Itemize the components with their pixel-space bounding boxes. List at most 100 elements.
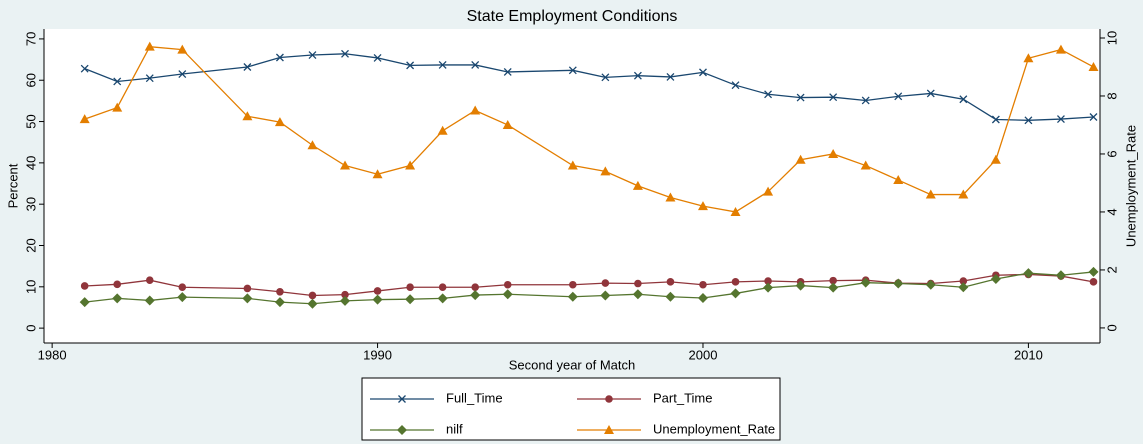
marker [990,154,1001,164]
marker [243,63,252,71]
x-tick-label: 1990 [363,347,392,362]
marker [79,114,90,124]
marker [1055,270,1066,281]
marker [568,66,577,75]
marker [697,201,708,211]
marker [372,294,383,305]
marker [405,160,416,170]
marker [177,292,188,303]
marker [275,53,284,62]
marker [665,192,676,202]
marker [861,96,870,105]
marker [341,290,349,299]
y2-tick-label: 10 [1104,31,1119,45]
marker [307,140,318,150]
marker [274,297,285,308]
marker [79,297,90,308]
marker [406,61,415,70]
y-tick-label: 50 [23,114,38,128]
y-tick-label: 70 [23,32,38,46]
marker [406,283,414,292]
y2-tick-label: 0 [1104,324,1119,331]
marker [860,277,871,288]
marker [340,160,351,170]
marker [763,186,774,196]
marker [276,287,284,296]
marker [731,81,740,90]
x-axis-label: Second year of Match [509,357,635,372]
legend-marker [398,395,406,403]
legend-label: nilf [446,421,463,436]
marker [145,74,154,83]
series-line [84,46,1094,213]
marker [242,293,253,304]
marker [959,277,968,285]
marker [829,276,837,285]
legend-label: Full_Time [446,390,503,405]
marker [633,71,642,80]
marker [405,294,416,305]
marker [601,279,610,287]
marker [958,282,969,293]
marker [567,160,578,170]
marker [699,68,707,77]
marker [274,117,285,127]
marker [340,295,351,306]
marker [730,206,741,216]
marker [925,279,936,290]
marker [1055,44,1066,54]
marker [178,70,187,78]
y2-tick-label: 4 [1104,208,1119,215]
marker [471,60,480,69]
y2-tick-label: 2 [1104,266,1119,273]
marker [503,68,512,76]
marker [828,148,839,158]
marker [145,276,154,285]
marker [600,290,611,301]
y2-axis-label: Unemployment_Rate [1123,125,1138,247]
marker [926,89,935,98]
legend-marker [397,425,407,435]
y-axis-label: Percent [5,163,20,208]
marker [177,44,188,54]
x-tick-label: 1980 [38,347,67,362]
marker [1089,113,1098,121]
marker [697,292,708,303]
marker [600,166,611,176]
marker [144,41,155,51]
marker [373,287,382,295]
series-line [84,273,1094,297]
marker [764,90,773,99]
legend-label: Unemployment_Rate [653,421,775,436]
marker [634,279,642,288]
marker [730,288,741,299]
y-tick-label: 30 [23,197,38,211]
marker [438,60,447,69]
marker [470,105,481,115]
marker [1088,61,1099,71]
marker [373,53,382,62]
marker [178,283,187,292]
y-tick-label: 40 [23,156,38,170]
marker [438,283,447,292]
marker [1023,268,1034,279]
marker [666,278,675,286]
marker [925,189,936,199]
marker [829,93,838,102]
marker [860,160,871,170]
marker [503,280,512,289]
marker [243,284,252,293]
marker [795,280,806,291]
marker [372,169,383,179]
marker [112,102,123,112]
y-tick-label: 20 [23,238,38,252]
marker [632,289,643,300]
marker [796,93,805,102]
marker [569,280,577,289]
chart-title: State Employment Conditions [467,8,678,25]
marker [307,298,318,309]
marker [666,72,675,81]
marker [502,289,513,300]
marker [632,180,643,190]
y-tick-label: 0 [23,325,38,332]
